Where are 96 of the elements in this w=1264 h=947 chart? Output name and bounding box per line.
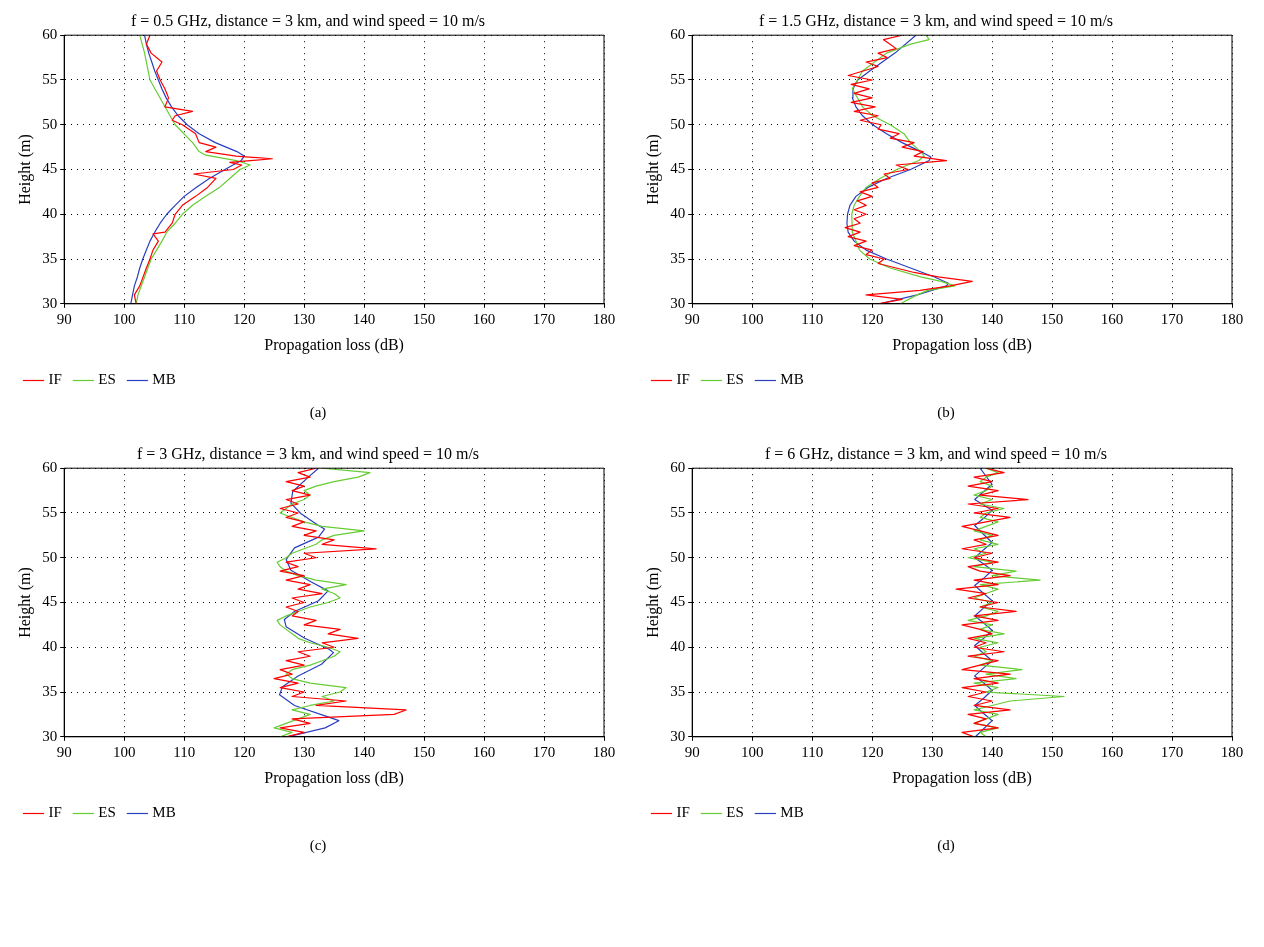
- legend-label: IF: [676, 371, 690, 388]
- x-tick-label: 120: [232, 310, 256, 327]
- y-tick-label: 30: [670, 727, 686, 744]
- x-tick-label: 140: [352, 743, 376, 760]
- x-tick-label: 130: [292, 310, 316, 327]
- y-tick-label: 45: [670, 593, 686, 610]
- x-tick-label: 130: [292, 743, 316, 760]
- x-tick-label: 180: [592, 310, 616, 327]
- x-tick-label: 110: [801, 310, 824, 327]
- x-tick-label: 160: [1100, 310, 1124, 327]
- legend-label: ES: [98, 371, 116, 388]
- x-tick-label: 140: [980, 743, 1004, 760]
- x-tick-label: 180: [592, 743, 616, 760]
- y-tick-label: 50: [670, 548, 686, 565]
- y-tick-label: 60: [670, 26, 686, 43]
- x-tick-label: 100: [740, 310, 764, 327]
- y-tick-label: 45: [670, 160, 686, 177]
- y-tick-label: 30: [670, 294, 686, 311]
- x-tick-label: 160: [1100, 743, 1124, 760]
- legend-label: ES: [726, 371, 744, 388]
- x-tick-label: 180: [1220, 743, 1244, 760]
- x-tick-label: 100: [740, 743, 764, 760]
- y-tick-label: 55: [670, 503, 686, 520]
- y-tick-label: 60: [670, 459, 686, 476]
- y-tick-label: 55: [42, 70, 58, 87]
- legend-label: ES: [98, 804, 116, 821]
- x-tick-label: 120: [232, 743, 256, 760]
- x-tick-label: 100: [112, 310, 136, 327]
- y-tick-label: 55: [42, 503, 58, 520]
- legend-label: IF: [48, 804, 62, 821]
- x-tick-label: 90: [684, 310, 700, 327]
- y-tick-label: 30: [42, 727, 58, 744]
- y-tick-label: 50: [42, 548, 58, 565]
- y-tick-label: 60: [42, 26, 58, 43]
- x-tick-label: 90: [56, 310, 72, 327]
- x-tick-label: 150: [412, 743, 436, 760]
- x-tick-label: 130: [920, 743, 944, 760]
- chart-title: f = 6 GHz, distance = 3 km, and wind speed = 10 m/s: [764, 444, 1108, 463]
- x-tick-label: 160: [472, 743, 496, 760]
- y-tick-label: 50: [42, 115, 58, 132]
- y-tick-label: 40: [42, 205, 58, 222]
- x-axis-title: Propagation loss (dB): [264, 768, 404, 787]
- x-tick-label: 150: [1040, 743, 1064, 760]
- y-tick-label: 40: [670, 205, 686, 222]
- y-axis-title: Height (m): [15, 134, 34, 205]
- x-tick-label: 170: [532, 310, 556, 327]
- legend-label: MB: [780, 371, 804, 388]
- x-tick-label: 150: [1040, 310, 1064, 327]
- y-tick-label: 45: [42, 160, 58, 177]
- x-tick-label: 170: [1160, 743, 1184, 760]
- x-tick-label: 110: [801, 743, 824, 760]
- text: (d): [937, 837, 955, 854]
- x-tick-label: 90: [684, 743, 700, 760]
- y-axis-title: Height (m): [643, 567, 662, 638]
- legend-label: IF: [676, 804, 690, 821]
- x-tick-label: 120: [860, 743, 884, 760]
- legend-label: IF: [48, 371, 62, 388]
- x-tick-label: 180: [1220, 310, 1244, 327]
- x-tick-label: 100: [112, 743, 136, 760]
- y-tick-label: 30: [42, 294, 58, 311]
- text: (c): [309, 837, 327, 854]
- x-tick-label: 120: [860, 310, 884, 327]
- y-axis-title: Height (m): [15, 567, 34, 638]
- y-tick-label: 45: [42, 593, 58, 610]
- x-tick-label: 130: [920, 310, 944, 327]
- y-axis-title: Height (m): [643, 134, 662, 205]
- y-tick-label: 35: [42, 682, 58, 699]
- text: (b): [937, 404, 955, 421]
- y-tick-label: 35: [670, 682, 686, 699]
- x-tick-label: 150: [412, 310, 436, 327]
- y-tick-label: 55: [670, 70, 686, 87]
- legend-label: ES: [726, 804, 744, 821]
- x-tick-label: 170: [1160, 310, 1184, 327]
- x-tick-label: 170: [532, 743, 556, 760]
- x-tick-label: 140: [980, 310, 1004, 327]
- x-tick-label: 110: [173, 310, 196, 327]
- x-axis-title: Propagation loss (dB): [892, 768, 1032, 787]
- y-tick-label: 35: [670, 249, 686, 266]
- x-tick-label: 90: [56, 743, 72, 760]
- x-axis-title: Propagation loss (dB): [892, 335, 1032, 354]
- y-tick-label: 50: [670, 115, 686, 132]
- y-tick-label: 40: [42, 638, 58, 655]
- y-tick-label: 35: [42, 249, 58, 266]
- x-tick-label: 160: [472, 310, 496, 327]
- legend-label: MB: [152, 371, 176, 388]
- y-tick-label: 40: [670, 638, 686, 655]
- text: (a): [309, 404, 327, 421]
- y-tick-label: 60: [42, 459, 58, 476]
- x-axis-title: Propagation loss (dB): [264, 335, 404, 354]
- x-tick-label: 140: [352, 310, 376, 327]
- x-tick-label: 110: [173, 743, 196, 760]
- legend-label: MB: [152, 804, 176, 821]
- legend-label: MB: [780, 804, 804, 821]
- chart-title: f = 3 GHz, distance = 3 km, and wind speed = 10 m/s: [136, 444, 480, 463]
- chart-title: f = 0.5 GHz, distance = 3 km, and wind speed = 10 m/s: [130, 11, 486, 30]
- chart-title: f = 1.5 GHz, distance = 3 km, and wind speed = 10 m/s: [758, 11, 1114, 30]
